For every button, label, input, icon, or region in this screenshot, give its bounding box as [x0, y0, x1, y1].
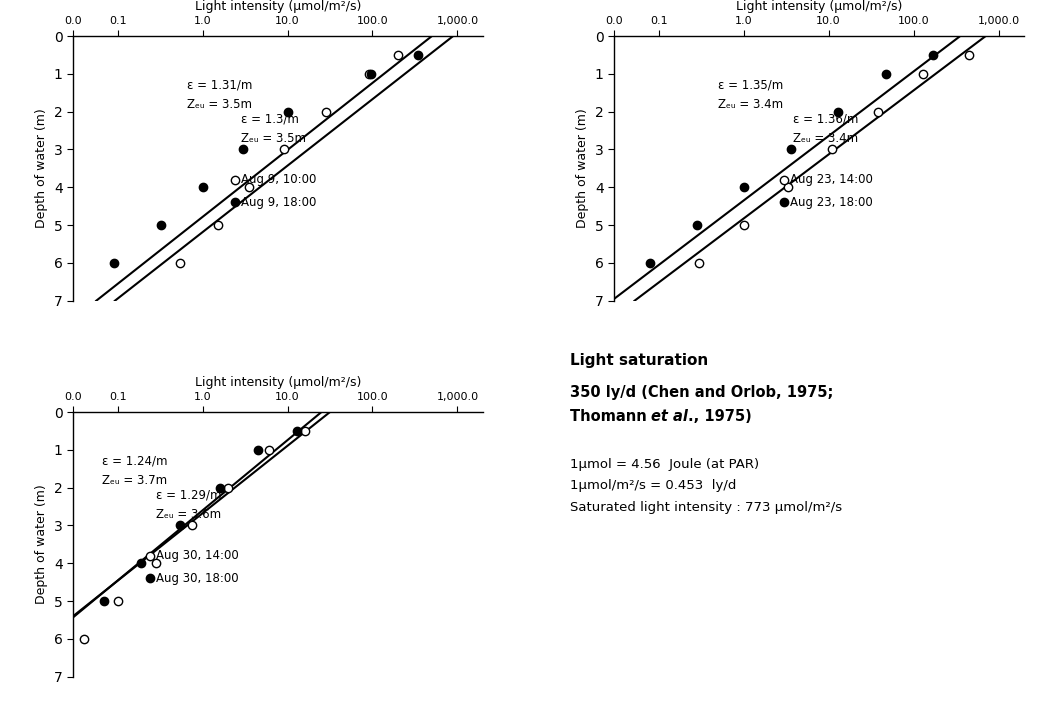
Text: 350 ly/d (Chen and Orlob, 1975;: 350 ly/d (Chen and Orlob, 1975;	[570, 385, 833, 400]
Text: Zₑᵤ = 3.4m: Zₑᵤ = 3.4m	[793, 132, 858, 145]
X-axis label: Light intensity (μmol/m²/s): Light intensity (μmol/m²/s)	[736, 0, 902, 13]
Text: Aug 9, 18:00: Aug 9, 18:00	[240, 196, 316, 209]
Text: 1μmol = 4.56  Joule (at PAR): 1μmol = 4.56 Joule (at PAR)	[570, 458, 759, 471]
Text: ε = 1.29/m: ε = 1.29/m	[156, 489, 222, 502]
Text: ., 1975): ., 1975)	[689, 409, 752, 423]
Text: Zₑᵤ = 3.5m: Zₑᵤ = 3.5m	[240, 132, 305, 145]
Text: Saturated light intensity : 773 μmol/m²/s: Saturated light intensity : 773 μmol/m²/…	[570, 501, 841, 514]
Text: et al: et al	[651, 409, 689, 423]
Text: Aug 23, 18:00: Aug 23, 18:00	[790, 196, 873, 209]
Text: ε = 1.31/m: ε = 1.31/m	[187, 78, 252, 91]
Text: Zₑᵤ = 3.4m: Zₑᵤ = 3.4m	[718, 98, 783, 111]
Text: Zₑᵤ = 3.7m: Zₑᵤ = 3.7m	[101, 474, 167, 487]
Text: Aug 23, 14:00: Aug 23, 14:00	[790, 174, 873, 186]
Text: Light saturation: Light saturation	[570, 353, 707, 367]
Text: ε = 1.24/m: ε = 1.24/m	[101, 455, 167, 468]
Text: Aug 30, 14:00: Aug 30, 14:00	[156, 549, 238, 562]
Text: 1μmol/m²/s = 0.453  ly/d: 1μmol/m²/s = 0.453 ly/d	[570, 480, 736, 492]
X-axis label: Light intensity (μmol/m²/s): Light intensity (μmol/m²/s)	[195, 376, 362, 389]
Text: Zₑᵤ = 3.6m: Zₑᵤ = 3.6m	[156, 508, 220, 521]
Text: ε = 1.35/m: ε = 1.35/m	[718, 78, 784, 91]
Y-axis label: Depth of water (m): Depth of water (m)	[36, 109, 48, 228]
Text: Thomann: Thomann	[570, 409, 651, 423]
Y-axis label: Depth of water (m): Depth of water (m)	[577, 109, 589, 228]
Text: Aug 9, 10:00: Aug 9, 10:00	[240, 174, 316, 186]
Text: ε = 1.3/m: ε = 1.3/m	[240, 113, 299, 126]
Text: ε = 1.36/m: ε = 1.36/m	[793, 113, 858, 126]
X-axis label: Light intensity (μmol/m²/s): Light intensity (μmol/m²/s)	[195, 0, 362, 13]
Text: Aug 30, 18:00: Aug 30, 18:00	[156, 572, 238, 585]
Y-axis label: Depth of water (m): Depth of water (m)	[36, 485, 48, 604]
Text: Zₑᵤ = 3.5m: Zₑᵤ = 3.5m	[187, 98, 252, 111]
